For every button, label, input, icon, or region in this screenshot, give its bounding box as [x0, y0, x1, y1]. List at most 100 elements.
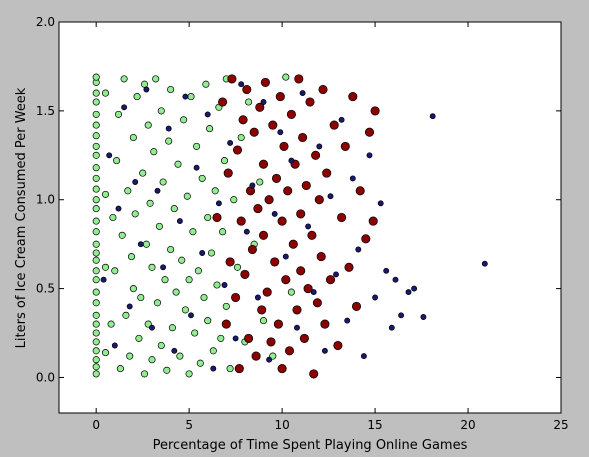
- scatter-point: [159, 178, 167, 186]
- scatter-point: [211, 187, 219, 195]
- scatter-point: [429, 113, 436, 120]
- scatter-point: [316, 252, 326, 262]
- scatter-point: [92, 288, 100, 296]
- scatter-point: [92, 249, 100, 257]
- scatter-point: [298, 132, 308, 143]
- scatter-point: [333, 340, 343, 351]
- scatter-point: [183, 192, 191, 200]
- scatter-point: [256, 178, 264, 186]
- x-axis-label: Percentage of Time Spent Playing Online …: [153, 438, 468, 453]
- y-tick-label: 0.0: [36, 370, 55, 384]
- scatter-point: [116, 365, 124, 373]
- scatter-point: [129, 133, 137, 142]
- scatter-point: [244, 333, 254, 343]
- scatter-point: [207, 249, 216, 257]
- scatter-point: [233, 263, 242, 271]
- scatter-point: [92, 89, 100, 97]
- scatter-point: [318, 84, 328, 95]
- scatter-point: [137, 241, 144, 248]
- scatter-point: [132, 179, 139, 185]
- scatter-point: [288, 239, 298, 249]
- scatter-point: [191, 329, 199, 337]
- axis-ticks: 0 5 10 15 20 25 0.0 0.5 1.0 1.5 2.0: [36, 15, 569, 432]
- scatter-point: [221, 319, 231, 329]
- scatter-point: [142, 240, 150, 248]
- scatter-point: [185, 276, 193, 284]
- scatter-point: [92, 276, 100, 284]
- scatter-point: [227, 74, 237, 84]
- scatter-point: [303, 284, 313, 294]
- scatter-point: [212, 212, 222, 223]
- scatter-point: [372, 294, 379, 301]
- scatter-point: [217, 334, 225, 342]
- scatter-point: [189, 228, 197, 236]
- scatter-point: [204, 317, 212, 325]
- data-points: [92, 73, 488, 379]
- scatter-point: [292, 305, 302, 315]
- scatter-point: [238, 115, 248, 125]
- scatter-point: [133, 93, 141, 101]
- scatter-point: [294, 324, 300, 331]
- scatter-point: [92, 320, 100, 328]
- scatter-point: [172, 288, 180, 296]
- scatter-point: [338, 116, 345, 123]
- y-axis-label: Liters of Ice Cream Consumed Per Week: [14, 87, 29, 348]
- scatter-point: [348, 92, 358, 102]
- scatter-point: [294, 74, 304, 84]
- scatter-point: [165, 137, 173, 145]
- scatter-point: [198, 174, 206, 182]
- plot-frame: [58, 21, 562, 414]
- scatter-point: [140, 370, 149, 378]
- scatter-point: [222, 302, 230, 310]
- scatter-point: [92, 132, 100, 140]
- scatter-point: [92, 347, 100, 355]
- scatter-point: [187, 93, 195, 101]
- scatter-point: [219, 228, 227, 236]
- scatter-point: [258, 230, 269, 240]
- scatter-point: [223, 168, 233, 178]
- scatter-point: [344, 262, 354, 272]
- scatter-point: [92, 142, 100, 150]
- scatter-point: [270, 257, 280, 267]
- scatter-point: [249, 127, 259, 137]
- scatter-point: [320, 319, 330, 329]
- scatter-point: [137, 293, 145, 302]
- scatter-point: [185, 370, 193, 378]
- scatter-point: [314, 195, 324, 205]
- scatter-point: [255, 102, 265, 112]
- scatter-point: [316, 143, 323, 150]
- scatter-point: [355, 186, 365, 196]
- scatter-point: [148, 263, 156, 271]
- scatter-point: [168, 324, 176, 332]
- scatter-point: [266, 356, 273, 363]
- scatter-point: [296, 209, 306, 219]
- scatter-point: [144, 320, 152, 328]
- scatter-point: [266, 337, 276, 347]
- scatter-point: [360, 353, 367, 360]
- scatter-point: [234, 364, 244, 374]
- scatter-point: [344, 317, 351, 324]
- scatter-point: [215, 200, 222, 207]
- scatter-point: [157, 107, 165, 115]
- scatter-point: [286, 109, 296, 119]
- scatter-point: [92, 228, 100, 236]
- scatter-point: [349, 175, 356, 182]
- scatter-point: [388, 324, 395, 331]
- scatter-point: [277, 364, 287, 374]
- scatter-point: [231, 292, 241, 303]
- scatter-point: [282, 253, 289, 260]
- scatter-point: [92, 121, 100, 129]
- scatter-point: [139, 169, 147, 177]
- x-tick-label: 0: [92, 418, 100, 432]
- scatter-point: [209, 347, 217, 355]
- y-tick-label: 1.5: [36, 104, 55, 118]
- scatter-point: [273, 319, 283, 329]
- scatter-point: [143, 86, 150, 93]
- scatter-point: [236, 216, 246, 226]
- scatter-point: [364, 127, 375, 137]
- scatter-point: [204, 111, 211, 118]
- scatter-point: [118, 231, 126, 239]
- scatter-point: [174, 160, 182, 168]
- scatter-point: [232, 145, 243, 155]
- scatter-point: [188, 312, 194, 319]
